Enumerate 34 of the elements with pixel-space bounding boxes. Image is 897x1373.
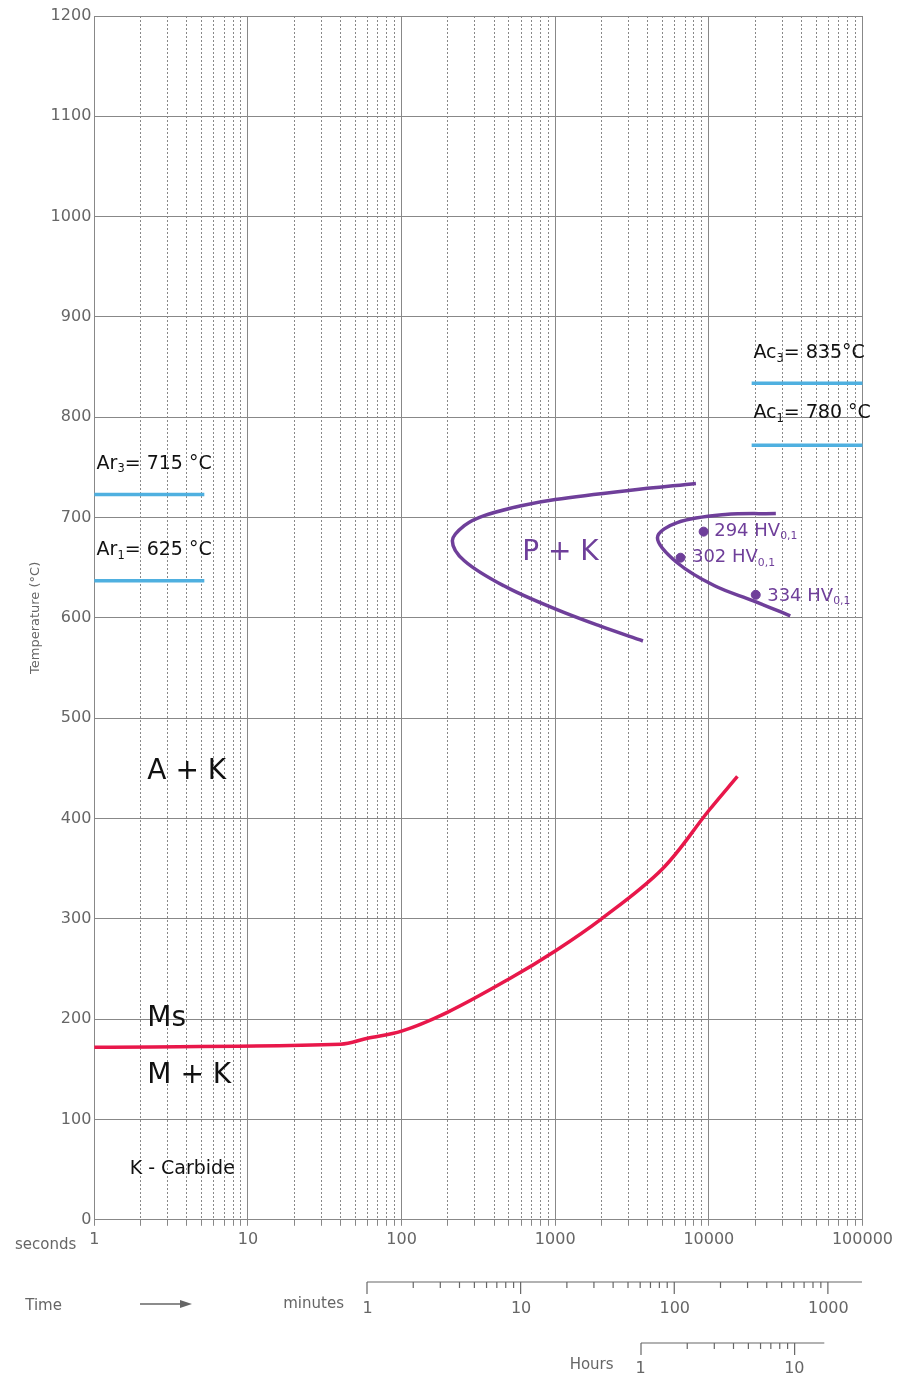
annotation: K - Carbide — [129, 1156, 235, 1179]
text: Time — [24, 1296, 62, 1315]
y-tick-label: 1200 — [50, 5, 92, 25]
y-tick-label: 400 — [60, 807, 92, 827]
annotation: Ms — [147, 1000, 187, 1034]
x-tick-label: 10 — [237, 1228, 259, 1248]
text: minutes — [283, 1293, 345, 1312]
annotation: A + K — [147, 753, 227, 787]
y-tick-label: 800 — [60, 406, 92, 426]
y-axis-title: Temperature (°C) — [27, 561, 43, 675]
x-axis-title: seconds — [15, 1234, 77, 1253]
text: Hours — [569, 1355, 614, 1373]
text: 10 — [510, 1298, 532, 1318]
annotation: M + K — [147, 1056, 232, 1090]
y-tick-label: 600 — [60, 607, 92, 627]
y-tick-label: 1100 — [50, 105, 92, 125]
y-tick-label: 0 — [81, 1208, 92, 1228]
text: 1 — [635, 1358, 646, 1373]
y-tick-label: 900 — [60, 306, 92, 326]
text: 1000 — [808, 1298, 849, 1318]
x-tick-label: 1 — [89, 1228, 100, 1248]
y-tick-label: 500 — [60, 707, 92, 727]
y-tick-label: 200 — [60, 1008, 92, 1028]
y-tick-label: 100 — [60, 1108, 92, 1128]
x-tick-label: 10000 — [683, 1228, 735, 1248]
text: 100 — [659, 1298, 690, 1318]
x-tick-label: 100 — [386, 1228, 417, 1248]
x-tick-label: 100000 — [831, 1228, 893, 1248]
y-tick-label: 1000 — [50, 205, 92, 225]
y-tick-label: 300 — [60, 908, 92, 928]
text: 1 — [362, 1298, 373, 1318]
y-tick-label: 700 — [60, 506, 92, 526]
x-tick-label: 1000 — [534, 1228, 576, 1248]
text: 10 — [784, 1358, 805, 1373]
